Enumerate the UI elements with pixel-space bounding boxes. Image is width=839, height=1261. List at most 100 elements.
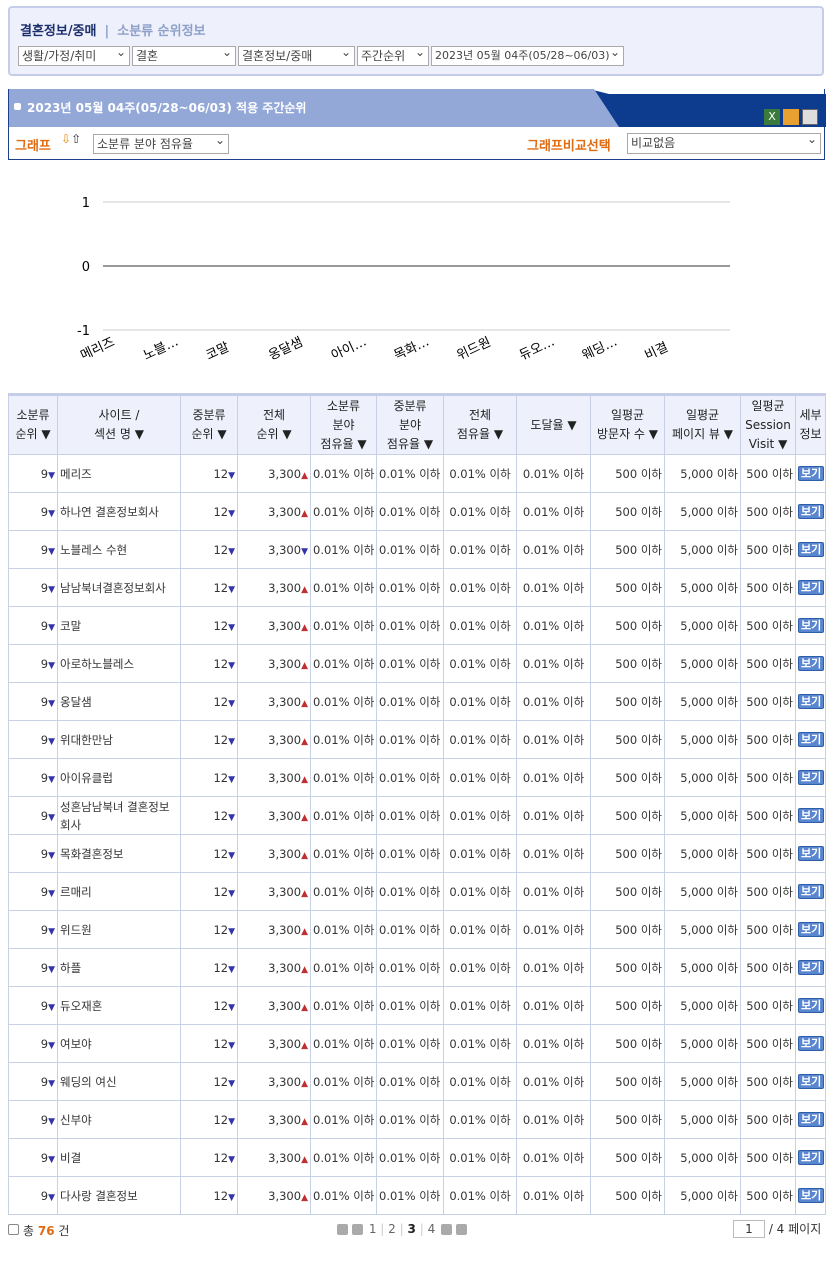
column-header[interactable]: 소분류 순위 ▼ [8, 393, 58, 455]
site-name-link[interactable]: 노블레스 수현 [60, 542, 128, 557]
rank-value: 9 [40, 466, 49, 481]
view-button[interactable]: 보기 [798, 466, 825, 481]
page-link[interactable]: 1 [368, 1222, 377, 1236]
view-button[interactable]: 보기 [798, 808, 825, 823]
next-page-icon[interactable] [441, 1224, 453, 1235]
site-name-link[interactable]: 다사랑 결혼정보 [60, 1188, 138, 1203]
site-name-link[interactable]: 아로하노블레스 [60, 656, 135, 671]
rank-value: 9 [40, 732, 49, 747]
column-header[interactable]: 전체 점유율 ▼ [443, 393, 517, 455]
column-header[interactable]: 중분류 순위 ▼ [180, 393, 238, 455]
site-name-link[interactable]: 하플 [60, 960, 82, 975]
table-row: 9▼ 신부야 12▼ 3,300▲ 0.01% 이하 0.01% 이하 0.01% 이하 0.… [8, 1100, 826, 1139]
page-input[interactable]: 1 [733, 1220, 765, 1238]
graph-select[interactable]: 소분류 분야 점유율 [93, 134, 229, 154]
session-cell: 500 이하 [740, 492, 796, 531]
view-button[interactable]: 보기 [798, 618, 825, 633]
column-header[interactable]: 일평균 페이지 뷰 ▼ [664, 393, 741, 455]
view-button[interactable]: 보기 [798, 998, 825, 1013]
share-cell: 0.01% 이하 [516, 796, 591, 835]
total-rank-cell: 3,300▲ [237, 1138, 311, 1177]
column-header[interactable]: 일평균 방문자 수 ▼ [590, 393, 665, 455]
column-header[interactable]: 일평균 Session Visit ▼ [740, 393, 796, 455]
category-select[interactable]: 생활/가정/취미 [18, 46, 130, 66]
total-rank-value: 3,300 [268, 998, 302, 1013]
site-name-link[interactable]: 메리즈 [60, 466, 92, 481]
view-button[interactable]: 보기 [798, 580, 825, 595]
view-button[interactable]: 보기 [798, 1112, 825, 1127]
mid-rank-cell: 12▼ [180, 682, 238, 721]
share-cell: 0.01% 이하 [310, 720, 377, 759]
site-name-link[interactable]: 여보야 [60, 1036, 92, 1051]
period-type-select[interactable]: 주간순위 [357, 46, 429, 66]
column-header[interactable]: 전체 순위 ▼ [237, 393, 311, 455]
mid-rank-value: 12 [213, 808, 229, 823]
rank-cell: 9▼ [8, 1100, 58, 1139]
excel-icon[interactable]: X [764, 109, 780, 125]
session-value: 500 이하 [746, 998, 793, 1013]
view-button[interactable]: 보기 [798, 1150, 825, 1165]
detail-cell: 보기 [795, 758, 826, 797]
site-name-cell: 비결 [57, 1138, 181, 1177]
view-button[interactable]: 보기 [798, 1188, 825, 1203]
print-icon[interactable] [802, 109, 818, 125]
site-name-link[interactable]: 하나연 결혼정보회사 [60, 504, 159, 519]
page-link[interactable]: 3 [407, 1222, 416, 1236]
view-button[interactable]: 보기 [798, 694, 825, 709]
site-name-link[interactable]: 르매리 [60, 884, 92, 899]
column-header[interactable]: 중분류 분야 점유율 ▼ [376, 393, 444, 455]
view-button[interactable]: 보기 [798, 960, 825, 975]
rank-cell: 9▼ [8, 492, 58, 531]
site-name-link[interactable]: 남남북녀결혼정보회사 [60, 580, 166, 595]
view-button[interactable]: 보기 [798, 656, 825, 671]
view-button[interactable]: 보기 [798, 770, 825, 785]
view-button[interactable]: 보기 [798, 542, 825, 557]
column-header[interactable]: 도달율 ▼ [516, 393, 591, 455]
first-page-icon[interactable] [337, 1224, 348, 1235]
subcategory-select[interactable]: 결혼 [132, 46, 236, 66]
pageviews-cell: 5,000 이하 [664, 720, 741, 759]
site-name-link[interactable]: 비결 [60, 1150, 82, 1165]
compare-select[interactable]: 비교없음 [627, 133, 821, 154]
session-cell: 500 이하 [740, 644, 796, 683]
site-name-link[interactable]: 듀오재혼 [60, 998, 103, 1013]
site-name-link[interactable]: 신부야 [60, 1112, 92, 1127]
page-link[interactable]: 4 [427, 1222, 436, 1236]
site-name-link[interactable]: 웨딩의 여신 [60, 1074, 117, 1089]
view-button[interactable]: 보기 [798, 1074, 825, 1089]
total-rank-cell: 3,300▲ [237, 568, 311, 607]
sort-arrows-icon[interactable]: ⇩⇧ [61, 132, 82, 146]
view-button[interactable]: 보기 [798, 884, 825, 899]
view-button[interactable]: 보기 [798, 1036, 825, 1051]
site-name-link[interactable]: 위대한만남 [60, 732, 113, 747]
week-select[interactable]: 2023년 05월 04주(05/28~06/03) [431, 46, 624, 66]
view-button[interactable]: 보기 [798, 732, 825, 747]
share-value: 0.01% 이하 [379, 542, 441, 557]
column-header[interactable]: 사이트 / 섹션 명 ▼ [57, 393, 181, 455]
site-name-link[interactable]: 위드원 [60, 922, 92, 937]
visitors-value: 500 이하 [615, 846, 662, 861]
view-button[interactable]: 보기 [798, 922, 825, 937]
rank-value: 9 [40, 1150, 49, 1165]
total-rank-cell: 3,300▲ [237, 1176, 311, 1215]
share-cell: 0.01% 이하 [443, 986, 517, 1025]
detail-cell: 보기 [795, 682, 826, 721]
site-name-link[interactable]: 아이유클럽 [60, 770, 113, 785]
visitors-value: 500 이하 [615, 1036, 662, 1051]
site-name-cell: 옹달샘 [57, 682, 181, 721]
export-icon[interactable] [783, 109, 799, 125]
site-name-link[interactable]: 성혼남남북녀 결혼정보회사 [60, 799, 170, 832]
visitors-value: 500 이하 [615, 998, 662, 1013]
prev-page-icon[interactable] [352, 1224, 363, 1235]
mid-rank-value: 12 [213, 1188, 229, 1203]
page-link[interactable]: 2 [388, 1222, 396, 1236]
section-select[interactable]: 결혼정보/중매 [238, 46, 355, 66]
pageviews-cell: 5,000 이하 [664, 986, 741, 1025]
site-name-link[interactable]: 코말 [60, 618, 82, 633]
view-button[interactable]: 보기 [798, 846, 825, 861]
view-button[interactable]: 보기 [798, 504, 825, 519]
site-name-link[interactable]: 목화결혼정보 [60, 846, 124, 861]
column-header[interactable]: 소분류 분야 점유율 ▼ [310, 393, 377, 455]
site-name-link[interactable]: 옹달샘 [60, 694, 92, 709]
last-page-icon[interactable] [456, 1224, 468, 1235]
